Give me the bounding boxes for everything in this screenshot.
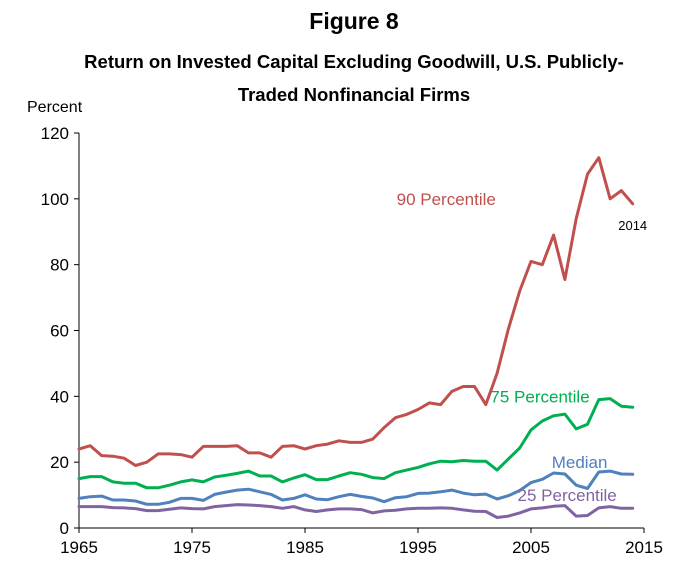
x-tick-label: 1975 [173,538,211,557]
chart-title-line-2: Traded Nonfinancial Firms [238,84,470,105]
y-tick-label: 40 [50,387,69,406]
series-label-75-percentile: 75 Percentile [490,387,589,406]
series-labels: 90 Percentile 75 Percentile Median 25 Perce… [397,190,617,505]
series-label-median: Median [552,453,608,472]
figure-label: Figure 8 [309,8,399,34]
chart-title-line-1: Return on Invested Capital Excluding Goo… [84,51,624,72]
x-tick-label: 1985 [286,538,324,557]
series-line-median [77,469,635,506]
x-tick-label: 1965 [60,538,98,557]
series-lines [77,156,635,519]
y-axis-label: Percent [27,99,83,116]
series-label-25-percentile: 25 Percentile [518,486,617,505]
series-line-90-percentile [77,156,635,467]
y-tick-label: 120 [41,124,69,143]
y-tick-label: 100 [41,190,69,209]
x-tick-label: 2005 [512,538,550,557]
y-tick-label: 60 [50,322,69,341]
x-tick-label: 1995 [399,538,437,557]
y-ticks: 0 20 40 60 80 100 120 [41,124,79,538]
y-tick-label: 80 [50,256,69,275]
x-ticks: 1965 1975 1985 1995 2005 2015 [60,528,663,557]
series-label-90-percentile: 90 Percentile [397,190,496,209]
annotation-label: 2014 [618,218,647,233]
x-tick-label: 2015 [625,538,663,557]
series-line-75-percentile [77,397,635,490]
y-tick-label: 0 [60,519,69,538]
y-tick-label: 20 [50,453,69,472]
series-line-25-percentile [77,503,635,519]
annotations: 2014 [618,218,647,233]
